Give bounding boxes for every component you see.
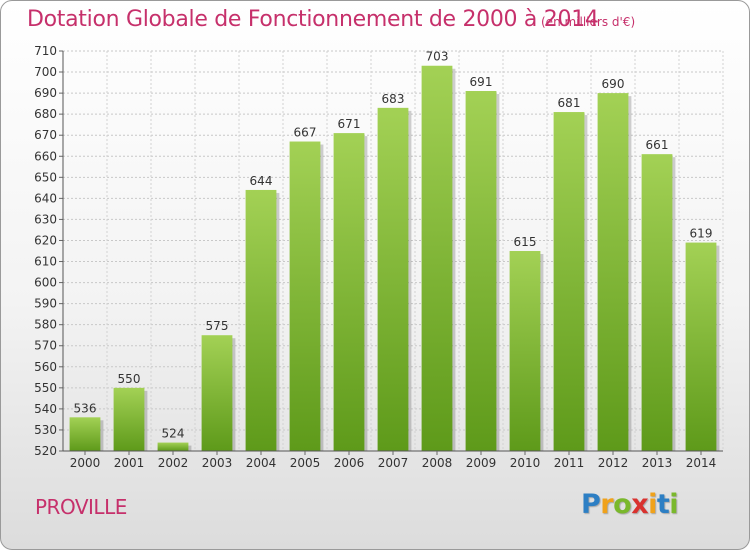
bar — [69, 417, 101, 451]
logo-letter: o — [613, 489, 632, 520]
bar — [465, 91, 497, 451]
y-tick-label: 610 — [34, 255, 57, 269]
bar-value-label: 550 — [118, 372, 141, 386]
bar — [201, 335, 233, 451]
bar — [245, 189, 277, 451]
logo-letter: r — [600, 489, 614, 520]
y-tick-label: 520 — [34, 444, 57, 458]
bar — [377, 107, 409, 451]
commune-name: PROVILLE — [35, 495, 127, 519]
bar-value-label: 667 — [294, 126, 317, 140]
bar — [553, 112, 585, 451]
grid-lines — [62, 50, 724, 452]
y-tick-label: 680 — [34, 107, 57, 121]
bar-value-label: 690 — [602, 77, 625, 91]
y-tick-label: 570 — [34, 339, 57, 353]
y-tick-label: 530 — [34, 423, 57, 437]
y-tick-label: 590 — [34, 297, 57, 311]
x-tick-label: 2003 — [202, 456, 233, 470]
y-tick-label: 620 — [34, 233, 57, 247]
x-tick-label: 2012 — [598, 456, 629, 470]
bar-value-label: 536 — [74, 401, 97, 415]
bar — [597, 93, 629, 452]
y-tick-label: 670 — [34, 128, 57, 142]
bars — [69, 65, 720, 452]
y-tick-label: 540 — [34, 402, 57, 416]
x-tick-label: 2005 — [290, 456, 321, 470]
x-tick-label: 2010 — [510, 456, 541, 470]
bar-value-label: 683 — [382, 92, 405, 106]
bar — [509, 251, 541, 451]
bar-value-label: 681 — [558, 96, 581, 110]
bar-value-label: 703 — [426, 50, 449, 64]
chart-title: Dotation Globale de Fonctionnement de 20… — [27, 7, 599, 32]
y-tick-label: 660 — [34, 149, 57, 163]
bar-value-label: 661 — [646, 138, 669, 152]
bar-value-label: 615 — [514, 235, 537, 249]
x-tick-label: 2007 — [378, 456, 409, 470]
x-tick-label: 2002 — [158, 456, 189, 470]
y-tick-label: 700 — [34, 65, 57, 79]
data-labels: 536 550 524 575 644 667 671 683 703 691 615 681 690 6… — [74, 50, 713, 441]
bar-value-label: 524 — [162, 427, 185, 441]
x-tick-label: 2004 — [246, 456, 277, 470]
bar — [421, 65, 453, 451]
y-tick-label: 550 — [34, 381, 57, 395]
y-tick-label: 560 — [34, 360, 57, 374]
x-tick-label: 2000 — [70, 456, 101, 470]
bar — [113, 387, 145, 451]
logo-letter: i — [648, 489, 657, 520]
x-tick-label: 2009 — [466, 456, 497, 470]
y-tick-label: 630 — [34, 212, 57, 226]
logo-letter: i — [669, 489, 679, 520]
x-tick-label: 2006 — [334, 456, 365, 470]
bar — [685, 242, 717, 451]
chart-subtitle: (en milliers d'€) — [541, 15, 636, 29]
logo-letter: P — [581, 489, 601, 520]
x-tick-label: 2001 — [114, 456, 145, 470]
logo-letter: x — [631, 489, 649, 520]
y-tick-label: 710 — [34, 44, 57, 58]
y-tick-label: 600 — [34, 276, 57, 290]
bar-value-label: 644 — [250, 174, 273, 188]
proxiti-logo: Proxiti — [581, 489, 679, 520]
y-tick-label: 640 — [34, 191, 57, 205]
x-tick-label: 2011 — [554, 456, 585, 470]
bar — [333, 133, 365, 451]
bar-value-label: 619 — [690, 227, 713, 241]
bar-value-label: 691 — [470, 75, 493, 89]
x-tick-label: 2013 — [642, 456, 673, 470]
y-tick-label: 650 — [34, 170, 57, 184]
bar-value-label: 575 — [206, 319, 229, 333]
bar — [641, 154, 673, 451]
bar — [289, 141, 321, 452]
x-tick-label: 2014 — [686, 456, 717, 470]
y-tick-label: 690 — [34, 86, 57, 100]
bar — [157, 442, 189, 451]
axes: 520 530 540 550 560 570 580 590 600 610 620 630 640 6… — [34, 44, 723, 470]
x-tick-label: 2008 — [422, 456, 453, 470]
bar-value-label: 671 — [338, 117, 361, 131]
logo-letter: t — [656, 489, 670, 520]
y-tick-label: 580 — [34, 318, 57, 332]
